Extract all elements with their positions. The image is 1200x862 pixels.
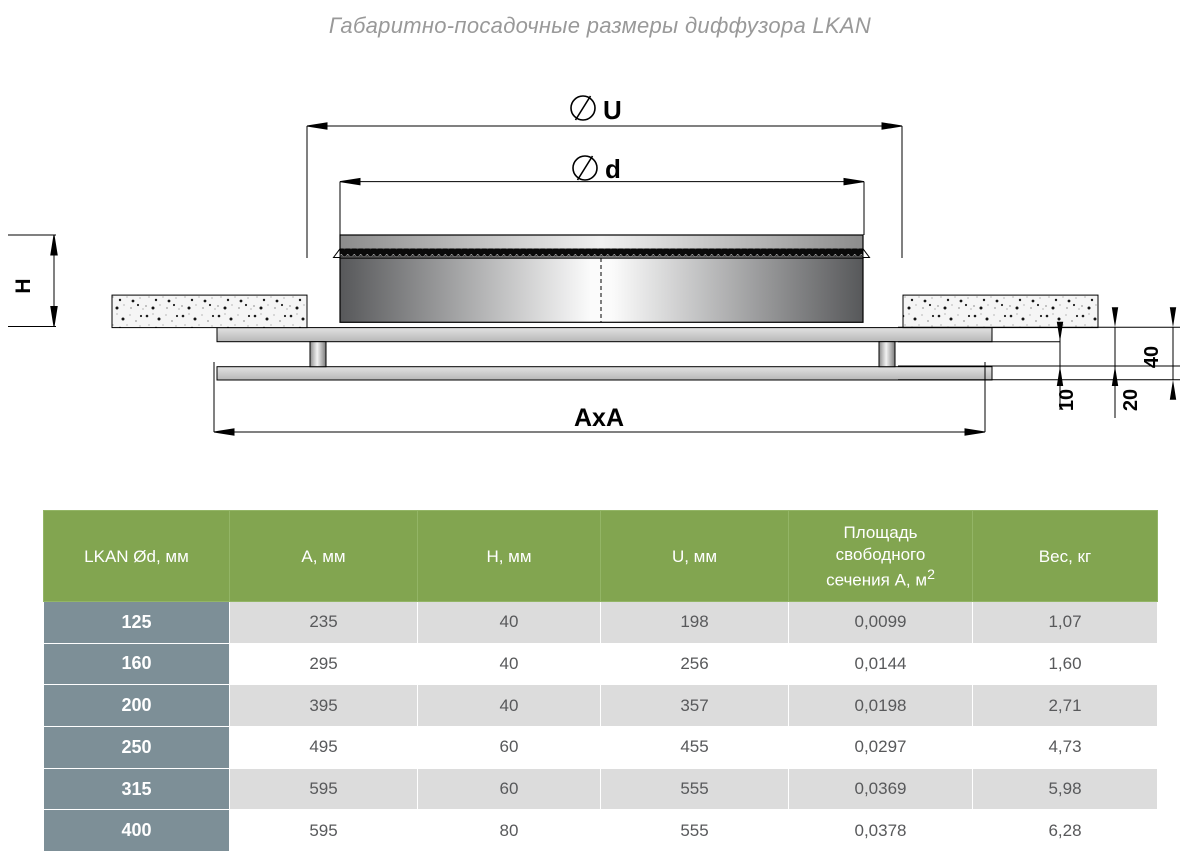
svg-text:H: H [12,278,35,293]
svg-text:d: d [605,154,621,184]
svg-text:40: 40 [1141,346,1163,368]
svg-text:AxA: AxA [574,404,624,432]
svg-text:10: 10 [1056,389,1078,411]
svg-text:U: U [603,95,622,125]
svg-text:20: 20 [1120,389,1142,411]
